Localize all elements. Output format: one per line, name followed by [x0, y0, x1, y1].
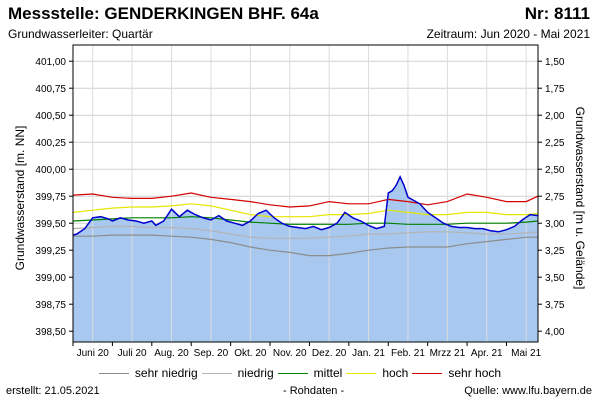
y-tick-label: 399,25 [35, 246, 66, 257]
legend-line-mittel [277, 372, 308, 374]
page-title: Messstelle: GENDERKINGEN BHF. 64a [8, 4, 319, 23]
y2-tick-label: 2,75 [545, 192, 565, 203]
legend-item-niedrig: niedrig [201, 366, 274, 380]
y-tick-label: 400,50 [35, 111, 66, 122]
tick-labels: 401,00 1,50 400,75 1,75 400,50 2,00 400,25 2,25… [35, 57, 564, 359]
y2-tick-label: 2,25 [545, 138, 565, 149]
series-line-sehr-hoch [72, 192, 539, 208]
created-date: erstellt: 21.05.2021 [6, 385, 100, 397]
aquifer-label: Grundwasserleiter: Quartär [8, 27, 153, 41]
y2-tick-label: 3,00 [545, 219, 565, 230]
series-line-hoch [72, 203, 539, 218]
legend-item-mittel: mittel [277, 366, 343, 380]
y2-tick-label: 2,00 [545, 111, 565, 122]
x-tick-label: Juli 20 [118, 348, 147, 359]
legend-item-hoch: hoch [346, 366, 408, 380]
y2-axis-label: Grundwasserstand [m u. Gelände] [573, 107, 587, 290]
x-tick-label: Aug. 20 [154, 348, 189, 359]
reference-lines [72, 45, 539, 342]
period-label: Zeitraum: Jun 2020 - Mai 2021 [426, 27, 590, 41]
x-tick-label: Sep. 20 [194, 348, 229, 359]
y-tick-label: 398,50 [35, 327, 66, 338]
legend-line-niedrig [201, 372, 232, 374]
x-tick-label: Mrzz 21 [430, 348, 466, 359]
x-tick-label: Feb. 21 [391, 348, 425, 359]
y2-tick-label: 2,50 [545, 165, 565, 176]
measured-area-fill [73, 176, 538, 342]
axes [69, 44, 542, 346]
legend-label-niedrig: niedrig [237, 366, 274, 380]
measured-area [73, 176, 538, 342]
y-tick-label: 400,00 [35, 165, 66, 176]
x-tick-label: Jan. 21 [352, 348, 385, 359]
station-number: Nr: 8111 [524, 4, 590, 23]
x-tick-label: Mai 21 [511, 348, 541, 359]
legend-line-hoch [346, 372, 377, 374]
y2-tick-label: 3,50 [545, 273, 565, 284]
legend-label-mittel: mittel [313, 366, 343, 380]
x-tick-label: Nov. 20 [273, 348, 307, 359]
legend-line-sehr-hoch [412, 372, 443, 374]
legend-label-sehr-hoch: sehr hoch [448, 366, 502, 380]
x-tick-label: Juni 20 [77, 348, 110, 359]
y-tick-label: 399,75 [35, 192, 66, 203]
y-axis-label: Grundwasserstand [m. NN] [13, 126, 27, 271]
legend-label-sehr-niedrig: sehr niedrig [134, 366, 198, 380]
y2-tick-label: 4,00 [545, 327, 565, 338]
plot-frame [72, 44, 539, 343]
y-tick-label: 400,25 [35, 138, 66, 149]
x-tick-label: Okt. 20 [234, 348, 267, 359]
y-tick-label: 399,00 [35, 273, 66, 284]
y-tick-label: 399,50 [35, 219, 66, 230]
legend-line-sehr-niedrig [98, 372, 129, 374]
y2-tick-label: 3,75 [545, 300, 565, 311]
y-tick-label: 401,00 [35, 57, 66, 68]
x-tick-label: Apr. 21 [471, 348, 503, 359]
source-link[interactable]: Quelle: www.lfu.bayern.de [464, 385, 592, 397]
legend: sehr niedrig niedrig mittel hoch sehr ho… [0, 365, 600, 381]
measured-line [72, 175, 539, 236]
y2-tick-label: 1,75 [545, 84, 565, 95]
y-tick-label: 398,75 [35, 300, 66, 311]
raw-data-note: - Rohdaten - [283, 385, 345, 397]
legend-item-sehr-niedrig: sehr niedrig [98, 366, 198, 380]
x-tick-label: Dez. 20 [312, 348, 347, 359]
series-line-niedrig [72, 225, 539, 239]
legend-item-sehr-hoch: sehr hoch [412, 366, 501, 380]
legend-label-hoch: hoch [382, 366, 409, 380]
series-line-sehr-niedrig [73, 234, 538, 257]
series-line-mittel [72, 216, 539, 225]
y2-tick-label: 3,25 [545, 246, 565, 257]
y2-tick-label: 1,50 [545, 57, 565, 68]
y-tick-label: 400,75 [35, 84, 66, 95]
